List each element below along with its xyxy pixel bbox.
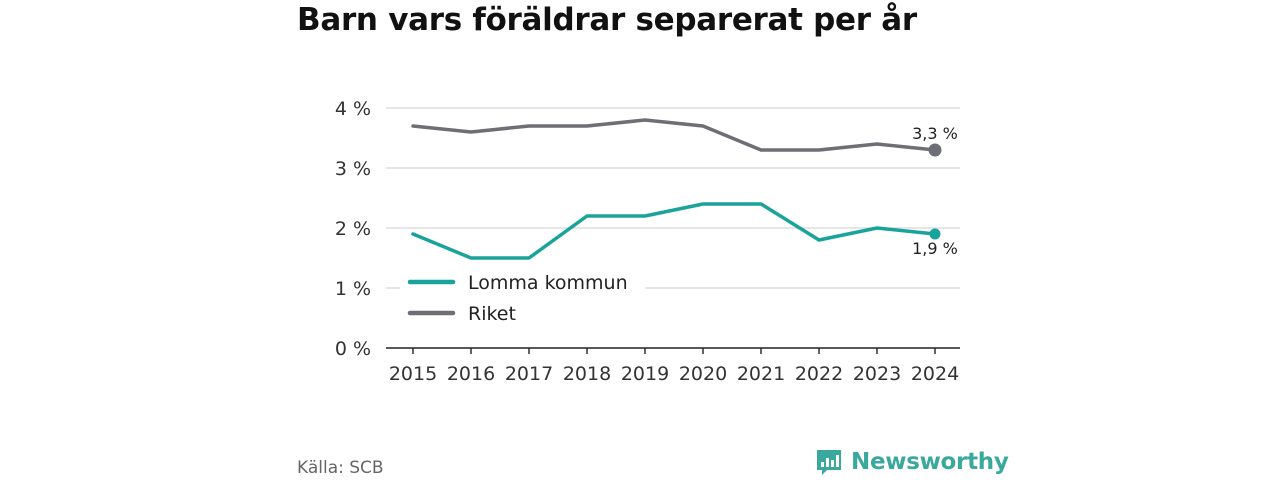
series-end-point [928,143,942,157]
x-tick-label: 2024 [911,363,959,385]
x-tick-label: 2019 [621,363,669,385]
x-tick-label: 2021 [737,363,785,385]
x-tick-label: 2020 [679,363,727,385]
y-tick-label: 2 % [335,218,371,240]
x-axis: 2015 2016 2017 2018 2019 2020 2021 2022 2023 2024 [386,347,960,385]
y-tick-label: 0 % [335,338,371,360]
x-tick-label: 2018 [563,363,611,385]
data-labels: 1,9 % 3,3 % [912,124,958,258]
x-tick-label: 2017 [505,363,553,385]
newsworthy-logo-icon [817,450,841,475]
y-tick-label: 4 % [335,98,371,120]
x-tick-label: 2015 [389,363,437,385]
series-end-point [929,228,941,240]
x-tick-label: 2022 [795,363,843,385]
y-axis-ticks: 0 % 1 % 2 % 3 % 4 % [335,98,371,360]
series-end-label: 3,3 % [912,124,958,143]
legend: Lomma kommun Riket [400,267,645,328]
series-end-label: 1,9 % [912,239,958,258]
gridlines [386,107,960,289]
series-line [411,202,937,260]
series-lines [411,118,942,260]
source-note: Källa: SCB [297,458,384,478]
y-tick-label: 1 % [335,278,371,300]
y-tick-label: 3 % [335,158,371,180]
brand-logo: Newsworthy [815,448,1009,476]
x-tick-label: 2023 [853,363,901,385]
chart-title: Barn vars föräldrar separerat per år [297,2,917,38]
x-tick-label: 2016 [447,363,495,385]
legend-label: Riket [468,303,516,325]
series-line [411,118,937,152]
legend-label: Lomma kommun [468,272,628,294]
brand-name: Newsworthy [851,449,1009,475]
